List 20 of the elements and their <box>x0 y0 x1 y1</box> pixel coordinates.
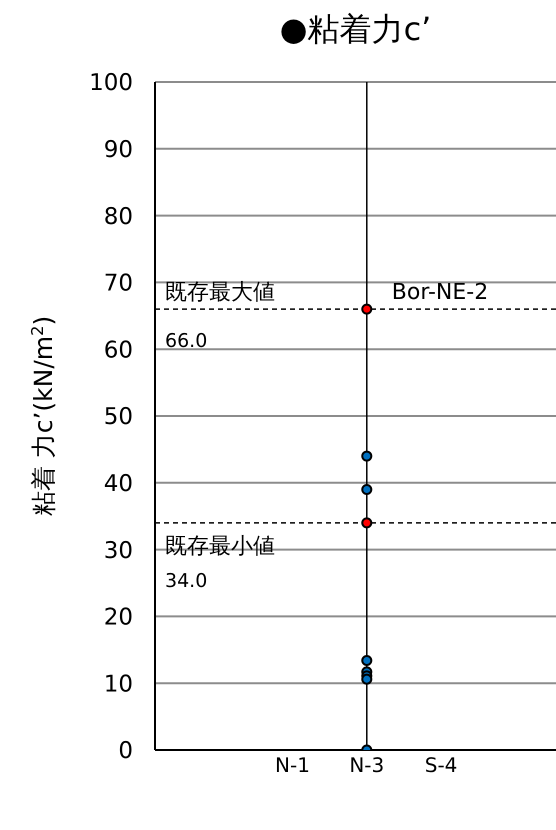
annotation: 66.0 <box>165 330 208 352</box>
y-tick-label: 50 <box>104 404 133 430</box>
chart-title: ●粘着力c’ <box>278 9 432 50</box>
x-tick-label: N-3 <box>349 753 384 778</box>
annotation: 34.0 <box>165 570 208 592</box>
y-tick-label: 10 <box>104 671 133 698</box>
ref-line-label: 既存最小値 <box>165 534 275 559</box>
y-tick-label: 90 <box>104 136 133 163</box>
annotation: Bor-NE-2 <box>392 280 488 306</box>
x-tick-label: N-1 <box>275 753 310 778</box>
y-tick-label: 0 <box>118 738 133 764</box>
y-tick-label: 80 <box>104 204 133 230</box>
y-tick-label: 100 <box>89 70 133 96</box>
y-tick-label: 20 <box>104 604 133 631</box>
y-tick-label: 30 <box>104 538 133 564</box>
y-tick-label: 60 <box>104 337 133 364</box>
y-tick-label: 40 <box>104 470 133 497</box>
ref-line-label: 既存最大値 <box>165 280 275 306</box>
y-tick-label: 70 <box>104 270 133 297</box>
x-tick-label: S-4 <box>424 753 458 778</box>
